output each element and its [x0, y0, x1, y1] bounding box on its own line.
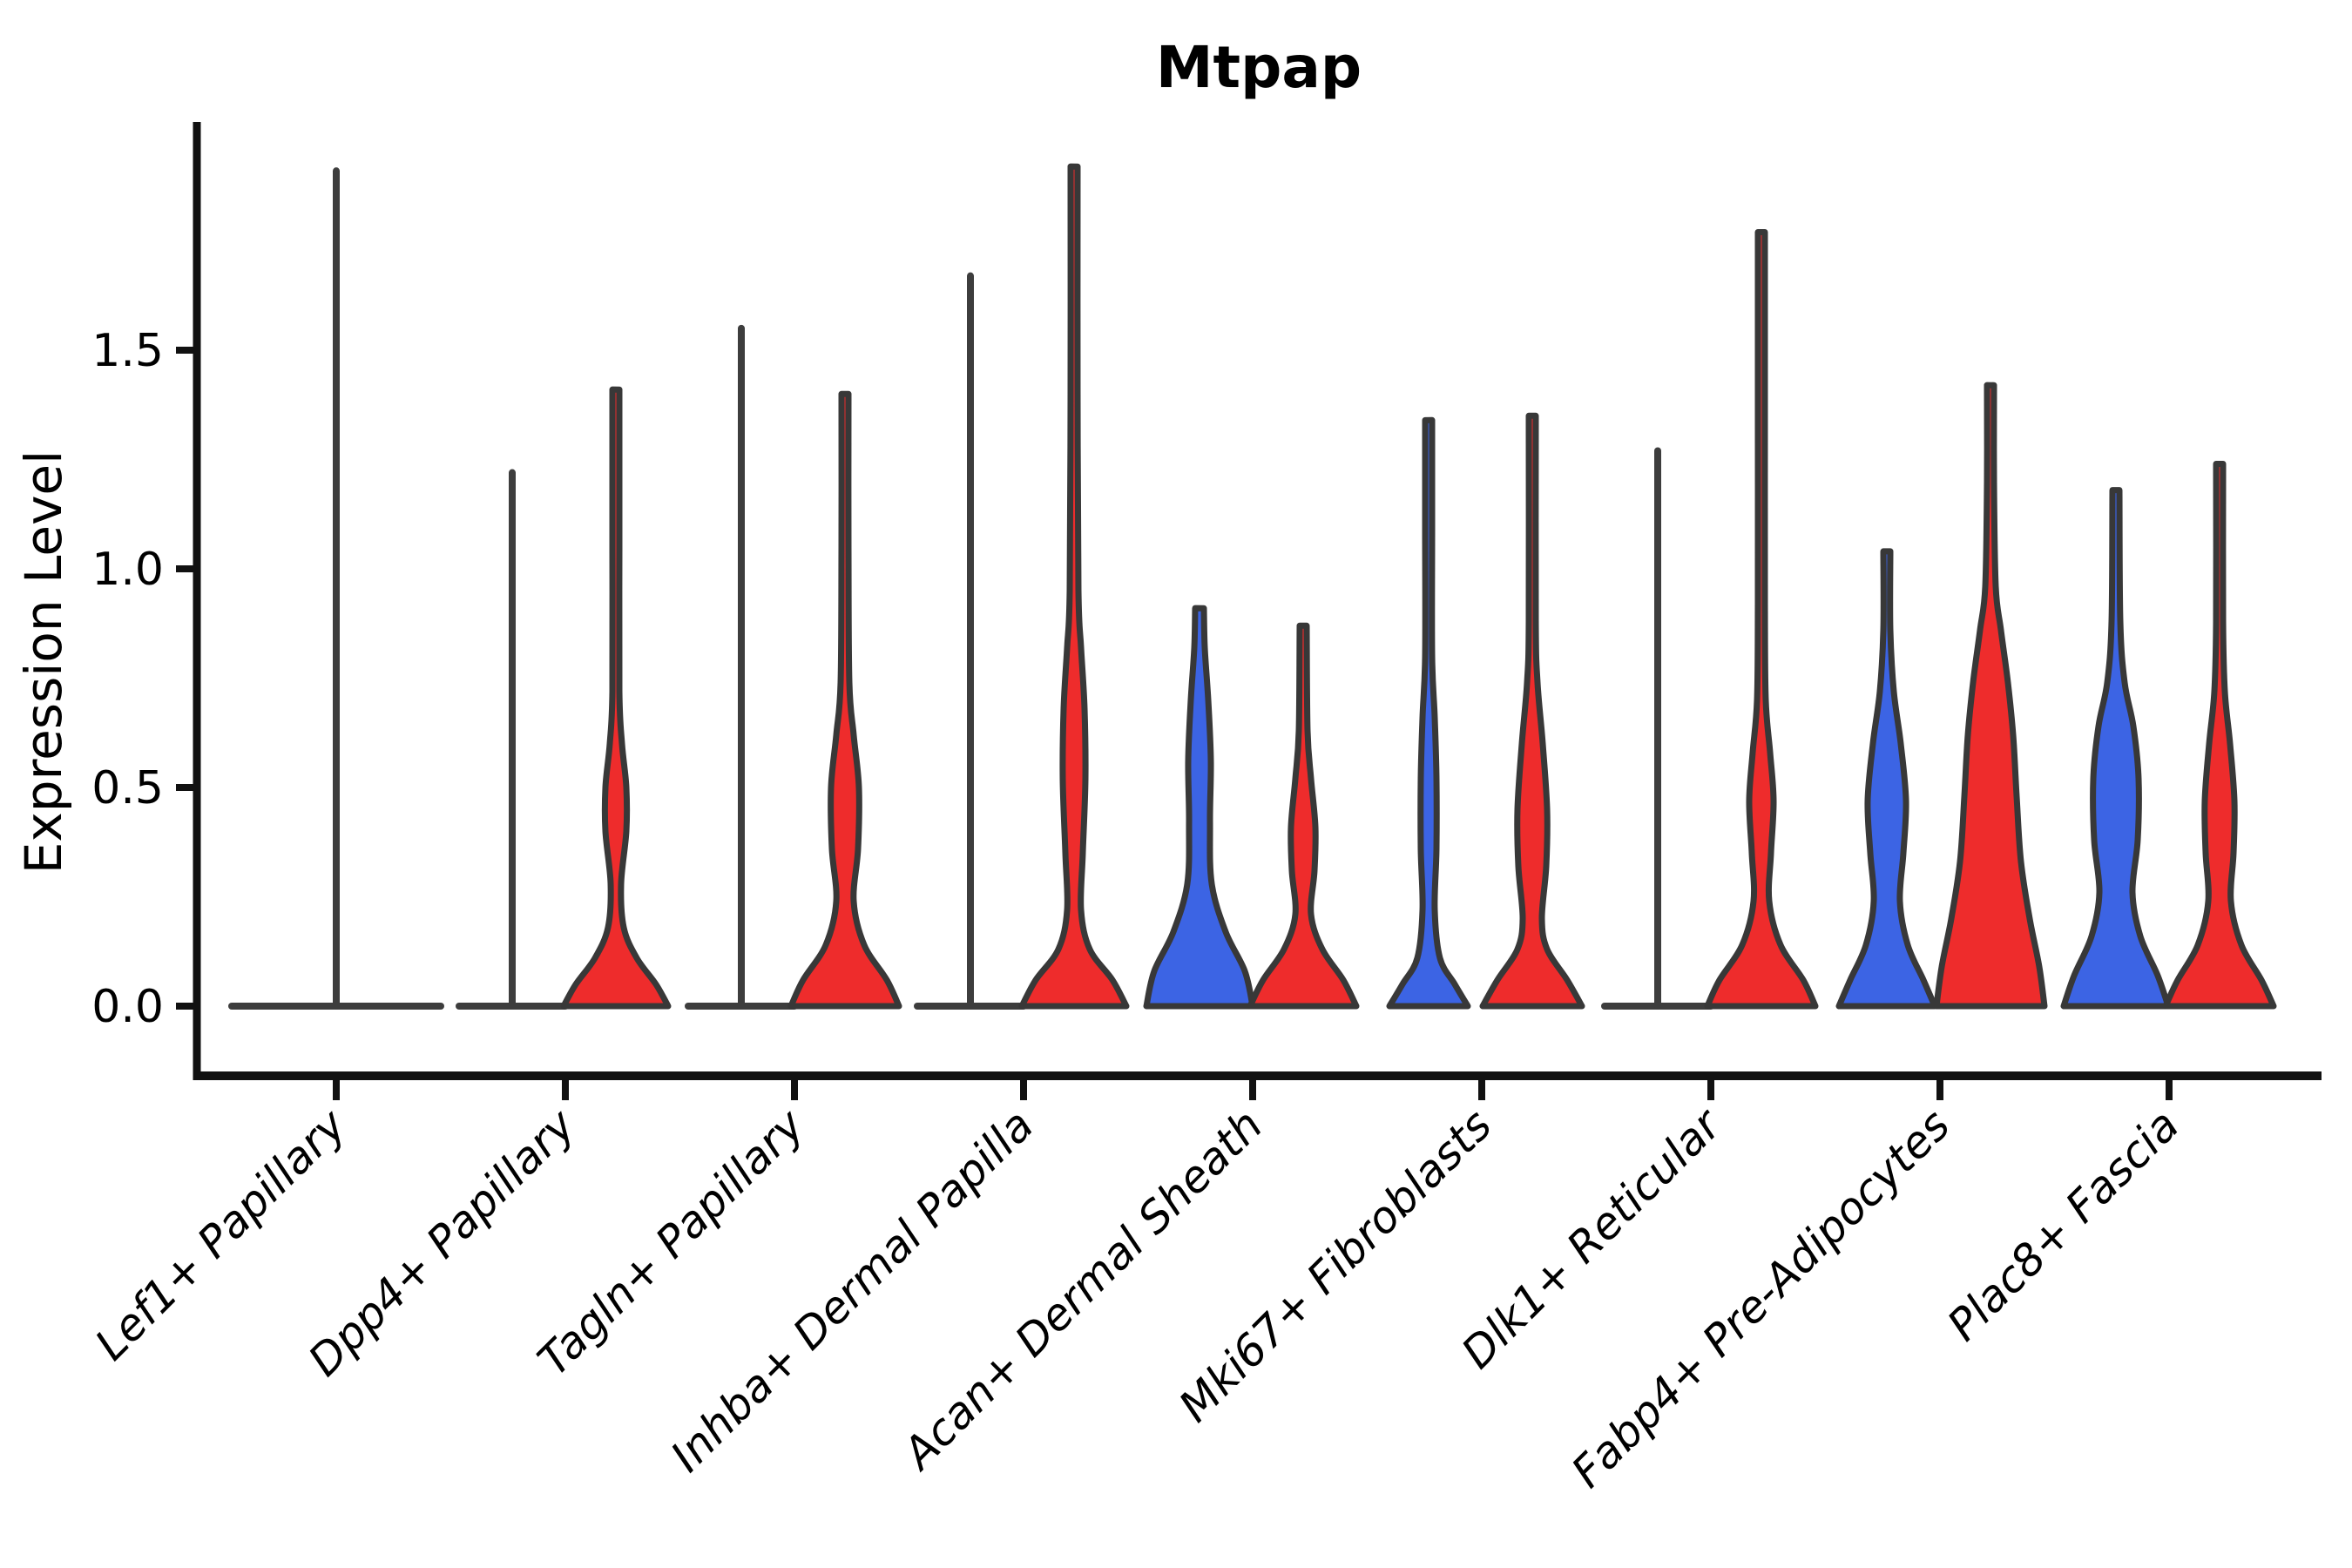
violin-red [1018, 163, 1130, 1010]
y-tick-label: 1.5 [91, 325, 164, 377]
violin-blue [1835, 548, 1938, 1010]
violin-red [1247, 622, 1360, 1010]
x-tick-label: Plac8+ Fascia [1938, 1099, 2189, 1350]
violin-blue [1143, 605, 1256, 1010]
y-axis-label: Expression Level [14, 450, 73, 874]
violin-blue [1386, 416, 1471, 1010]
x-tick-label: Acan+ Dermal Sheath [892, 1099, 1273, 1480]
violin-blue [2060, 487, 2172, 1010]
plot-title: Mtpap [1156, 34, 1362, 101]
x-tick-label: Lef1+ Papillary [85, 1098, 356, 1369]
y-tick-label: 0.0 [91, 981, 164, 1033]
violins-layer [228, 163, 2277, 1010]
violin-red [2162, 461, 2277, 1010]
violin-red [787, 390, 902, 1010]
violin-red [560, 386, 672, 1010]
axes-layer [193, 122, 2322, 1080]
x-tick-label: Fabp4+ Pre-Adipocytes [1562, 1099, 1960, 1497]
y-tick-label: 0.5 [91, 762, 164, 814]
violin-red [1479, 412, 1585, 1010]
x-tick-label: Inhba+ Dermal Papilla [661, 1099, 1043, 1481]
violin-red [1933, 382, 2048, 1010]
violin-red [1704, 228, 1819, 1010]
y-tick-label: 1.0 [91, 544, 164, 596]
